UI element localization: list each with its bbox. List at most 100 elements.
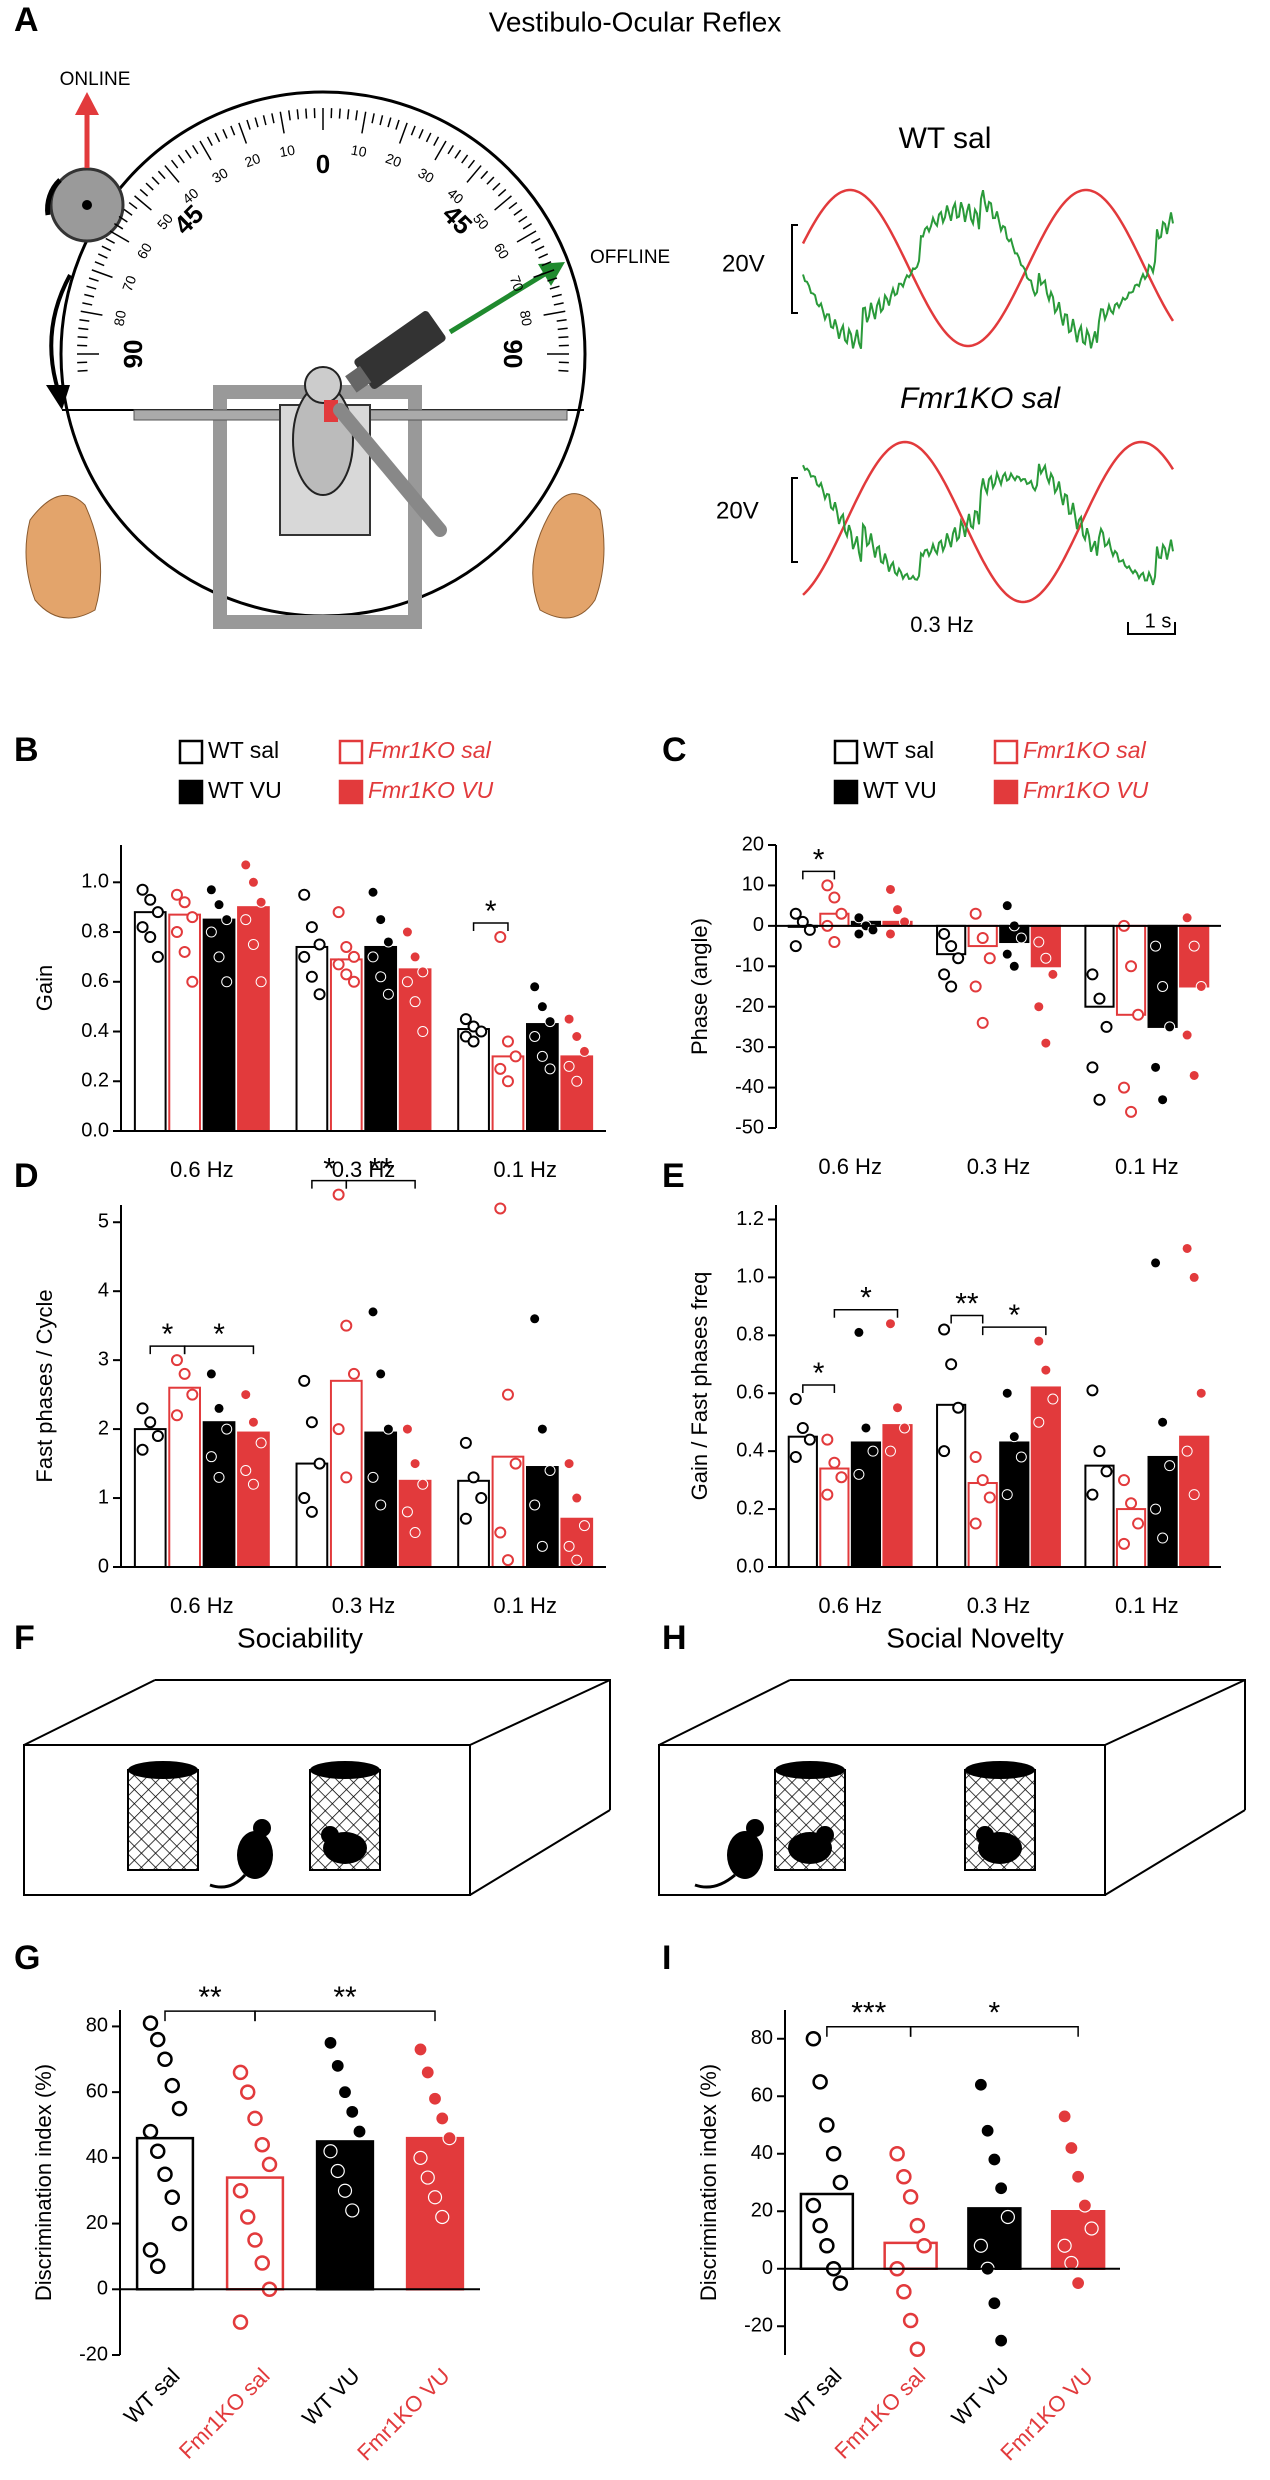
data-point [494, 1202, 507, 1215]
dial-tick [518, 215, 528, 223]
panel-letter: A [14, 1, 39, 39]
data-point [332, 906, 345, 919]
panel-letter: H [662, 1619, 687, 1657]
data-point [221, 914, 233, 926]
data-point [902, 2312, 919, 2329]
data-point [142, 2015, 159, 2031]
bar [398, 968, 432, 1133]
data-point [884, 928, 896, 940]
hand [532, 493, 605, 619]
dial-tick [553, 302, 564, 306]
data-point [213, 951, 225, 963]
dial-tick [395, 119, 400, 130]
data-point [821, 1488, 834, 1501]
data-point [213, 899, 225, 911]
dial-tick [557, 327, 568, 331]
data-point [442, 2131, 457, 2146]
data-point [298, 950, 311, 963]
data-point [1033, 936, 1045, 948]
data-point [1086, 1061, 1099, 1074]
legend-swatch [833, 739, 859, 765]
data-point [938, 1323, 951, 1336]
data-point [1150, 1503, 1162, 1515]
significance-bracket [472, 922, 509, 932]
data-point [205, 1368, 217, 1380]
dial-tick [164, 165, 180, 183]
data-point [1040, 952, 1052, 964]
legend-label: WT sal [208, 737, 279, 763]
data-point [536, 1050, 548, 1062]
bar [202, 1421, 236, 1568]
data-point [1157, 1532, 1169, 1544]
data-point [1118, 1537, 1131, 1550]
dial-tick [361, 111, 367, 134]
data-point [170, 1354, 183, 1367]
data-point [578, 1045, 590, 1057]
data-point [459, 1436, 472, 1449]
data-point [157, 2051, 173, 2068]
dial-label: 20 [384, 150, 404, 170]
x-tick-label: 0.6 Hz [818, 1593, 882, 1618]
bar [364, 1431, 398, 1568]
data-point [232, 2182, 249, 2199]
data-point [367, 886, 379, 898]
dial-tick [454, 149, 462, 159]
y-axis-label: Phase (angle) [687, 918, 712, 1055]
data-point [1093, 992, 1106, 1005]
data-point [1047, 968, 1059, 980]
data-point [1132, 1008, 1145, 1021]
significance-bracket [833, 1308, 899, 1318]
hand [25, 495, 102, 619]
dial-tick [466, 165, 482, 183]
data-point [136, 921, 149, 934]
dial-tick [338, 108, 341, 119]
dial-tick [467, 159, 476, 169]
x-tick-label: Fmr1KO sal [830, 2363, 931, 2464]
significance-bracket [802, 870, 836, 880]
dial-label: 60 [134, 240, 156, 262]
data-point [832, 2174, 849, 2191]
data-point [345, 2104, 360, 2119]
x-tick-label: 0.3 Hz [332, 1157, 396, 1182]
dial-label: 60 [491, 240, 513, 262]
data-point [213, 1402, 225, 1414]
dial-tick [549, 285, 560, 290]
data-point [247, 938, 259, 950]
y-tick-label: 20 [742, 833, 764, 855]
trace-title: Fmr1KO sal [900, 382, 1061, 415]
data-point [938, 968, 951, 981]
data-point [205, 926, 217, 938]
data-point [313, 988, 326, 1001]
data-point [171, 2215, 188, 2232]
data-point [459, 1512, 472, 1525]
data-point [1086, 1384, 1099, 1397]
data-point [892, 904, 904, 916]
legend-label: Fmr1KO sal [1023, 737, 1147, 763]
significance-label: * [213, 1318, 225, 1351]
data-point [994, 2333, 1009, 2348]
data-point [501, 1554, 514, 1567]
x-tick-label: 0.1 Hz [493, 1593, 557, 1618]
trace-title: WT sal [899, 122, 992, 155]
data-point [536, 1540, 548, 1552]
x-tick-label: Fmr1KO sal [174, 2363, 275, 2464]
legend-swatch [338, 779, 364, 805]
data-point [323, 2144, 338, 2159]
dial-label: 70 [507, 273, 527, 293]
data-point [1181, 1445, 1193, 1457]
data-point [571, 1554, 583, 1566]
data-point [247, 2232, 263, 2248]
panel-letter: B [14, 731, 39, 769]
dial-tick [118, 215, 128, 223]
data-point [828, 891, 841, 904]
data-point [973, 2238, 988, 2253]
dial-tick [425, 132, 432, 143]
data-point [1064, 2140, 1079, 2156]
data-point [305, 1416, 318, 1429]
data-point [213, 1471, 225, 1483]
x-tick-label: 0.6 Hz [818, 1154, 882, 1179]
data-point [529, 981, 541, 993]
legend-swatch [338, 739, 364, 765]
data-point [987, 2152, 1002, 2167]
